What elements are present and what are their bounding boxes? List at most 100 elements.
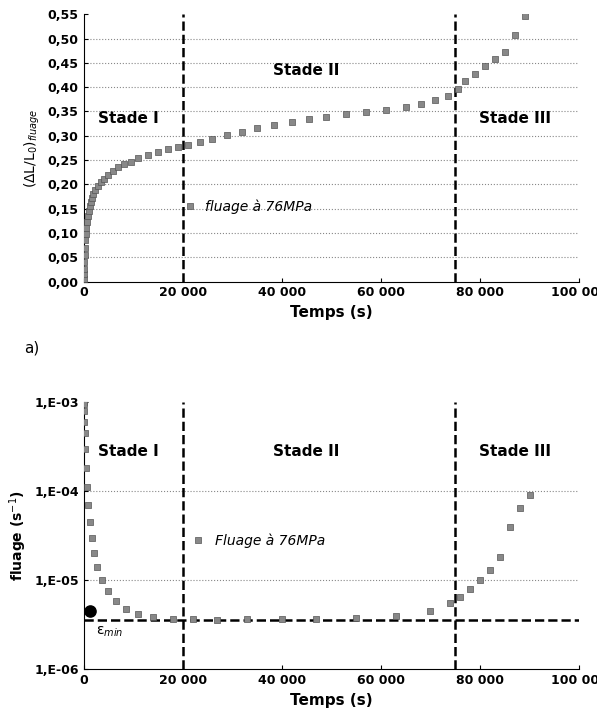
X-axis label: Temps (s): Temps (s) <box>290 305 373 320</box>
Point <box>79 256 89 268</box>
Point <box>510 29 519 41</box>
Point <box>185 201 195 212</box>
Point <box>505 520 515 532</box>
Point <box>475 575 485 586</box>
Point <box>80 242 90 253</box>
Point <box>480 61 490 72</box>
Point <box>104 169 113 180</box>
Text: Fluage à 76MPa: Fluage à 76MPa <box>215 533 325 548</box>
Point <box>193 535 202 546</box>
Text: Stade I: Stade I <box>98 111 159 126</box>
Point <box>322 111 331 122</box>
Point <box>426 605 435 617</box>
Point <box>304 113 314 125</box>
Point <box>111 595 121 607</box>
Point <box>82 481 91 493</box>
Point <box>168 613 177 624</box>
X-axis label: Temps (s): Temps (s) <box>290 693 373 708</box>
Text: Stade II: Stade II <box>273 63 340 78</box>
Point <box>93 562 102 573</box>
Point <box>96 177 106 188</box>
Point <box>153 146 163 157</box>
Point <box>81 229 91 240</box>
Point <box>121 603 131 614</box>
Point <box>79 398 88 409</box>
Point <box>515 502 524 513</box>
Point <box>148 611 158 622</box>
Point <box>113 162 123 173</box>
Point <box>485 565 495 576</box>
Point <box>163 144 173 155</box>
Point <box>381 104 390 115</box>
Point <box>188 614 198 625</box>
Point <box>223 130 232 141</box>
Y-axis label: Vitesse de déformation de
fluage (s$^{-1}$): Vitesse de déformation de fluage (s$^{-1… <box>0 432 29 639</box>
Point <box>79 405 89 417</box>
Point <box>143 149 153 160</box>
Point <box>443 90 453 102</box>
Point <box>253 122 262 134</box>
Text: ε$_{min}$: ε$_{min}$ <box>96 624 124 639</box>
Point <box>82 216 92 228</box>
Text: Stade I: Stade I <box>98 444 159 459</box>
Point <box>133 608 143 619</box>
Point <box>100 173 109 184</box>
Point <box>391 610 401 622</box>
Point <box>79 273 88 285</box>
Point <box>81 234 90 246</box>
Text: a): a) <box>24 340 39 355</box>
Point <box>500 46 510 58</box>
Point <box>133 152 143 164</box>
Point <box>89 548 99 559</box>
Text: fluage à 76MPa: fluage à 76MPa <box>205 199 312 214</box>
Point <box>470 68 480 79</box>
Point <box>80 249 90 261</box>
Point <box>465 583 475 595</box>
Point <box>242 614 252 625</box>
Point <box>82 222 91 234</box>
Point <box>83 499 93 511</box>
Text: Stade III: Stade III <box>479 111 550 126</box>
Point <box>495 552 504 563</box>
Point <box>126 156 136 167</box>
Point <box>270 120 279 131</box>
Point <box>104 585 113 597</box>
Point <box>312 613 321 624</box>
Point <box>173 141 183 152</box>
Point <box>520 10 530 21</box>
Y-axis label: ($\Delta$L/L$_0$)$_{fluage}$: ($\Delta$L/L$_0$)$_{fluage}$ <box>23 108 42 187</box>
Point <box>79 268 88 280</box>
Point <box>85 516 94 528</box>
Point <box>445 597 455 609</box>
Point <box>80 427 90 439</box>
Point <box>87 192 97 204</box>
Point <box>109 165 118 177</box>
Point <box>277 614 287 625</box>
Point <box>91 184 100 196</box>
Point <box>460 75 470 87</box>
Point <box>287 117 297 128</box>
Point <box>79 396 88 407</box>
Point <box>85 605 94 617</box>
Point <box>361 106 371 117</box>
Point <box>119 159 129 170</box>
Point <box>525 489 534 501</box>
Point <box>80 443 90 454</box>
Point <box>86 197 96 208</box>
Point <box>81 463 91 474</box>
Point <box>79 263 89 275</box>
Text: Stade II: Stade II <box>273 444 340 459</box>
Point <box>416 98 425 110</box>
Point <box>208 133 217 145</box>
Point <box>97 575 107 586</box>
Point <box>351 612 361 623</box>
Point <box>453 83 463 94</box>
Point <box>490 53 500 65</box>
Point <box>213 614 222 625</box>
Point <box>195 136 205 147</box>
Point <box>85 201 94 212</box>
Point <box>430 95 440 106</box>
Point <box>183 139 192 150</box>
Text: Stade III: Stade III <box>479 444 550 459</box>
Point <box>89 189 99 200</box>
